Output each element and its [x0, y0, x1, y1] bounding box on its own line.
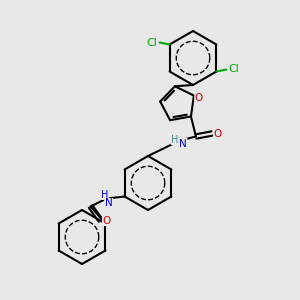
Text: H: H [171, 134, 178, 145]
Text: O: O [195, 92, 203, 103]
Text: O: O [103, 215, 111, 226]
Text: H: H [101, 190, 108, 200]
Text: Cl: Cl [228, 64, 239, 74]
Text: N: N [179, 139, 187, 148]
Text: N: N [105, 199, 112, 208]
Text: Cl: Cl [146, 38, 157, 47]
Text: O: O [214, 128, 222, 139]
